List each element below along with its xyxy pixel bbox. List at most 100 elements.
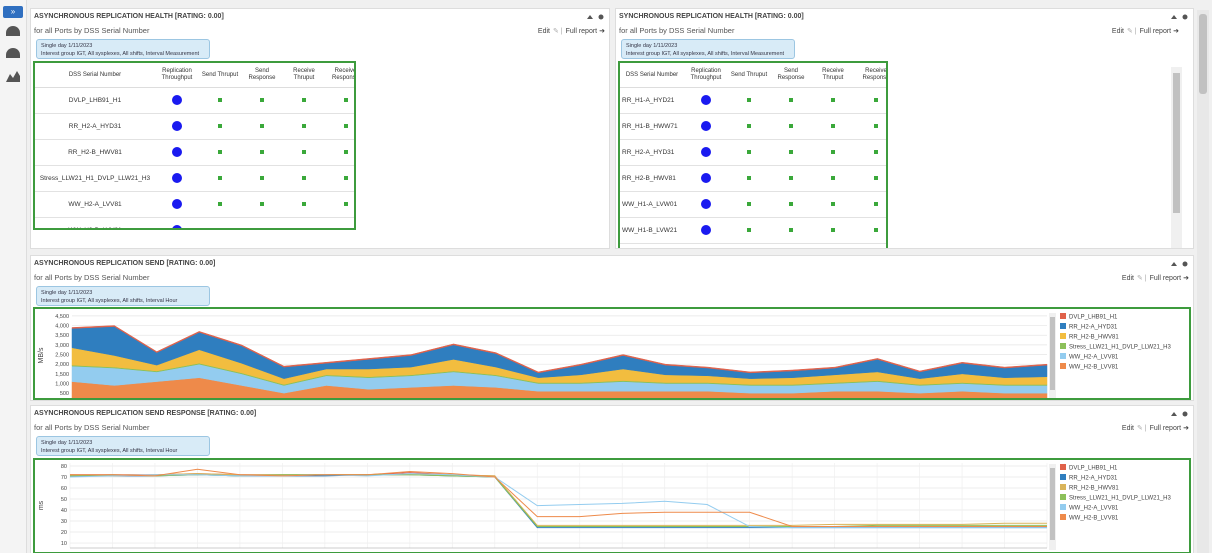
panel-links: Edit ✎ | Full report ➜ (1122, 274, 1189, 282)
edit-link[interactable]: Edit (1121, 425, 1134, 432)
line (69, 473, 1047, 526)
settings-icon[interactable] (1182, 14, 1188, 20)
status-dot (701, 224, 711, 235)
header-row: DSS Serial Number Replication Throughput S… (35, 63, 354, 88)
throughput-status (155, 87, 199, 114)
health-table: DSS Serial Number Replication Throughput S… (620, 63, 886, 248)
panel-controls (587, 14, 604, 20)
gauge-icon[interactable] (6, 26, 20, 36)
status-dot (172, 172, 182, 183)
edit-link[interactable]: Edit (537, 28, 550, 35)
edit-link[interactable]: Edit (1121, 275, 1134, 282)
panel-controls (1171, 14, 1188, 20)
chart-box: 500 1,000 1,500 2,000 2,500 3,000 3,500 4,000 4,… (33, 307, 1191, 400)
table-row: WW_H1-A_LVW01 (620, 191, 886, 218)
full-report-icon: ➜ (1173, 28, 1179, 35)
y-axis-label: MB/s (38, 347, 45, 363)
status-cell (283, 191, 325, 218)
status-dot (172, 224, 182, 228)
serial-number: RR_H1-A_HYD21 (620, 87, 684, 114)
status-square (831, 124, 835, 128)
throughput-status (684, 113, 728, 140)
y-tick-label: 2,500 (55, 353, 69, 359)
edit-link[interactable]: Edit (1111, 28, 1124, 35)
status-dot (172, 94, 182, 105)
area (71, 325, 1048, 374)
status-cell (770, 113, 812, 140)
table-row: RR_H1-B_HWW71 (620, 113, 886, 140)
panel: ASYNCHRONOUS REPLICATION HEALTH [RATING:… (30, 8, 610, 249)
serial-number: RR_H2-A_HYD31 (35, 113, 155, 140)
table-row: RR_H2-A_HYD31 (35, 113, 354, 140)
collapse-icon[interactable] (587, 15, 593, 19)
status-cell (283, 217, 325, 230)
status-dot (701, 198, 711, 209)
status-cell (241, 87, 283, 114)
settings-icon[interactable] (1182, 411, 1188, 417)
link-separator: ✎ | (1136, 425, 1147, 432)
serial-number: RR_H1-B_HWW71 (620, 113, 684, 140)
status-square (789, 176, 793, 180)
status-cell (199, 217, 241, 228)
legend-label: WW_H2-B_LVV81 (1069, 365, 1119, 371)
status-cell (728, 191, 770, 218)
serial-number: WW_H2-A_LVV81 (620, 243, 684, 248)
scroll-thumb[interactable] (1173, 73, 1180, 213)
legend-label: Stress_LLW21_H1_DVLP_LLW21_H3 (1069, 496, 1171, 502)
full-report-link[interactable]: Full report (1149, 425, 1182, 432)
legend-label: RR_H2-B_HWV81 (1069, 335, 1119, 341)
status-square (789, 150, 793, 154)
status-square (260, 98, 264, 102)
legend-label: WW_H2-B_LVV81 (1069, 516, 1119, 522)
table-row: WW_H1-B_LVW21 (620, 217, 886, 244)
throughput-status (684, 87, 728, 114)
full-report-icon: ➜ (599, 28, 605, 35)
legend-swatch (1060, 484, 1066, 490)
collapse-icon[interactable] (1171, 262, 1177, 266)
column-header: Receive Response (325, 63, 354, 88)
panel-subtitle: for all Ports by DSS Serial Number (34, 273, 150, 282)
sidebar-toggle[interactable]: » (3, 6, 23, 18)
collapse-icon[interactable] (1171, 412, 1177, 416)
legend-swatch (1060, 474, 1066, 480)
column-header: Replication Throughput (684, 63, 728, 88)
full-report-link[interactable]: Full report (1139, 28, 1172, 35)
serial-number: WW_H2-B_LVV81 (35, 217, 155, 228)
status-square (747, 176, 751, 180)
legend-label: Stress_LLW21_H1_DVLP_LLW21_H3 (1069, 345, 1171, 351)
status-square (218, 124, 222, 128)
settings-icon[interactable] (598, 14, 604, 20)
status-cell (199, 87, 241, 114)
status-cell (283, 165, 325, 192)
settings-icon[interactable] (1182, 261, 1188, 267)
status-cell (283, 87, 325, 114)
line (69, 473, 1047, 529)
status-cell (728, 113, 770, 140)
status-square (302, 228, 306, 230)
panel: ASYNCHRONOUS REPLICATION SEND RESPONSE [… (30, 405, 1194, 553)
status-cell (728, 243, 770, 248)
serial-number: WW_H1-A_LVW01 (620, 191, 684, 218)
collapse-icon[interactable] (1171, 15, 1177, 19)
filter-period: Single day 1/11/2023 (41, 440, 93, 446)
status-square (874, 176, 878, 180)
filter-period: Single day 1/11/2023 (626, 43, 678, 49)
full-report-link[interactable]: Full report (565, 28, 598, 35)
filter-box: Single day 1/11/2023 Interest group IGT, … (36, 39, 210, 59)
table-row: RR_H2-A_HYD31 (620, 139, 886, 166)
status-square (747, 150, 751, 154)
scroll-thumb[interactable] (1199, 14, 1207, 94)
table-scrollbar[interactable] (1171, 67, 1182, 248)
table-box: DSS Serial Number Replication Throughput S… (618, 61, 888, 248)
legend-scroll-thumb (1050, 317, 1055, 390)
page-scrollbar[interactable] (1197, 10, 1209, 553)
y-tick-label: 4,000 (55, 324, 69, 330)
serial-number: WW_H2-A_LVV81 (35, 191, 155, 218)
serial-number: Stress_LLW21_H1_DVLP_LLW21_H3 (35, 165, 155, 192)
panel-links: Edit ✎ | Full report ➜ (538, 27, 605, 35)
full-report-link[interactable]: Full report (1149, 275, 1182, 282)
chart-icon[interactable] (6, 71, 20, 82)
status-square (260, 228, 264, 230)
legend-label: RR_H2-A_HYD31 (1069, 325, 1118, 331)
gauge-icon[interactable] (6, 48, 20, 58)
